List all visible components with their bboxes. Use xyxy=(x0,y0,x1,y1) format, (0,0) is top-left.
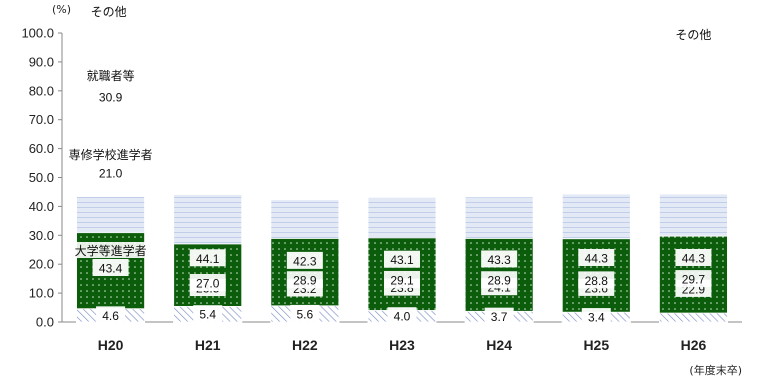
x-category-label: H22 xyxy=(292,337,318,353)
x-category-label: H25 xyxy=(583,337,609,353)
series-label: その他 xyxy=(675,28,711,42)
x-category-label: H26 xyxy=(681,337,707,353)
x-category-label: H23 xyxy=(389,337,415,353)
value-label: 27.0 xyxy=(196,276,220,290)
y-tick-label: 0.0 xyxy=(36,315,54,330)
value-label: 28.8 xyxy=(585,274,609,288)
value-label-bg xyxy=(387,307,417,325)
value-label: 3.7 xyxy=(491,310,508,324)
value-label: 4.6 xyxy=(102,309,119,323)
y-tick-label: 90.0 xyxy=(29,54,54,69)
value-label-bg xyxy=(290,304,320,322)
x-axis-note: (年度末卒) xyxy=(689,363,742,377)
y-tick-label: 20.0 xyxy=(29,257,54,272)
value-label: 44.3 xyxy=(682,251,706,265)
value-label-bg xyxy=(675,248,712,266)
value-label: 21.0 xyxy=(99,167,123,181)
value-label: 29.1 xyxy=(390,273,414,287)
value-label: 28.9 xyxy=(293,274,317,288)
value-label-bg xyxy=(578,248,615,266)
value-label-bg xyxy=(581,308,611,326)
value-label-bg xyxy=(92,164,129,181)
y-tick-label: 100.0 xyxy=(21,26,54,41)
bar-segment-other xyxy=(659,312,728,323)
value-label: 5.6 xyxy=(297,307,314,321)
value-label-bg xyxy=(193,305,223,323)
value-label: 44.1 xyxy=(196,252,220,266)
value-label: 3.4 xyxy=(588,311,605,325)
value-label: 43.1 xyxy=(390,253,414,267)
value-label: 42.3 xyxy=(293,254,317,268)
value-label: 43.4 xyxy=(99,262,123,276)
value-label: 30.9 xyxy=(99,91,123,105)
y-tick-label: 30.0 xyxy=(29,228,54,243)
series-label: 専修学校進学者 xyxy=(69,147,153,162)
value-label-bg xyxy=(675,270,712,288)
value-label-bg xyxy=(286,271,323,289)
value-label-bg xyxy=(484,307,514,325)
value-label: 29.7 xyxy=(682,273,706,287)
x-category-label: H20 xyxy=(98,337,124,353)
series-label-bg xyxy=(70,242,151,258)
value-label-bg xyxy=(92,88,129,105)
value-label-bg xyxy=(481,271,518,289)
x-category-label: H24 xyxy=(486,337,512,353)
series-label-bg xyxy=(64,146,157,162)
y-tick-label: 80.0 xyxy=(29,83,54,98)
y-axis-unit: (%) xyxy=(52,3,71,16)
value-label-bg xyxy=(189,273,226,291)
value-label: 44.3 xyxy=(585,251,609,265)
value-label-bg xyxy=(481,250,518,268)
y-tick-label: 10.0 xyxy=(29,286,54,301)
series-label-bg xyxy=(82,67,139,83)
y-tick-label: 40.0 xyxy=(29,199,54,214)
series-label-bg xyxy=(86,3,131,19)
x-category-label: H21 xyxy=(195,337,221,353)
y-tick-label: 50.0 xyxy=(29,170,54,185)
series-label-bg xyxy=(671,26,716,42)
value-label: 4.0 xyxy=(394,310,411,324)
value-label: 28.9 xyxy=(487,274,511,288)
value-label-bg xyxy=(578,271,615,289)
series-label: 就職者等 xyxy=(87,69,135,83)
value-label-bg xyxy=(286,251,323,269)
y-tick-label: 60.0 xyxy=(29,141,54,156)
value-label-bg xyxy=(92,259,129,276)
value-label: 5.4 xyxy=(199,308,216,322)
value-label-bg xyxy=(96,306,126,324)
series-label: 大学等進学者 xyxy=(75,243,147,258)
value-label-bg xyxy=(189,249,226,267)
y-tick-label: 70.0 xyxy=(29,112,54,127)
value-label-bg xyxy=(384,270,420,288)
value-label: 43.3 xyxy=(487,253,511,267)
series-label: その他 xyxy=(91,5,127,19)
value-label-bg xyxy=(384,250,420,268)
